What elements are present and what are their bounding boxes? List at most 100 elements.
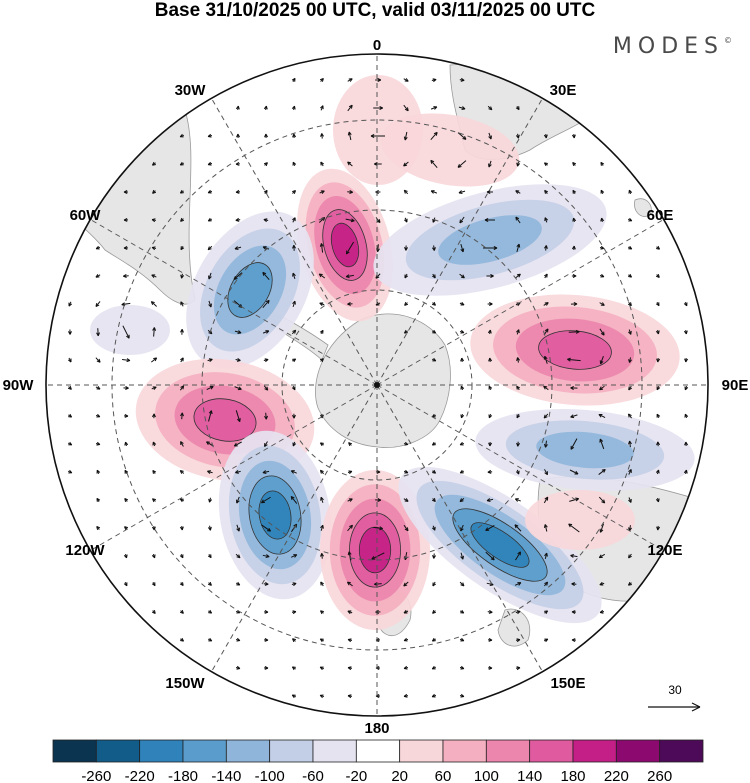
wind-vector [263, 162, 268, 167]
wind-vector [544, 469, 549, 476]
longitude-label: 90E [722, 377, 749, 394]
wind-vector [459, 441, 465, 446]
wind-vector [432, 581, 437, 587]
wind-vector [628, 273, 633, 278]
wind-vector [628, 553, 632, 559]
wind-vector [179, 553, 184, 559]
wind-vector [430, 159, 438, 168]
wind-vector [403, 665, 409, 670]
meridian-line [90, 219, 378, 386]
wind-vector [543, 440, 548, 448]
wind-vector [207, 525, 212, 531]
wind-vector [95, 385, 101, 390]
wind-vector [236, 133, 241, 139]
wind-vector [683, 469, 688, 475]
longitude-label: 180 [364, 720, 389, 737]
wind-vector [487, 609, 493, 614]
colorbar-swatch [615, 739, 661, 763]
wind-vector [207, 217, 212, 222]
wind-vector [483, 246, 498, 250]
wind-vector [263, 665, 269, 670]
negative-anomaly-contour [438, 215, 542, 265]
wind-vector [571, 610, 577, 615]
wind-vector [95, 441, 101, 446]
wind-vector [432, 609, 437, 614]
wind-vector [600, 161, 605, 166]
wind-vector [486, 190, 493, 194]
longitude-label: 60W [70, 207, 102, 224]
wind-vector [599, 609, 605, 614]
wind-vector [515, 329, 520, 335]
wind-vector [320, 610, 324, 615]
colorbar-swatch [52, 739, 97, 763]
wind-vector [571, 274, 577, 278]
wind-vector [347, 638, 353, 643]
colorbar-swatch [399, 739, 444, 763]
wind-vector [291, 385, 296, 391]
wind-vector [263, 609, 269, 614]
wind-vector [628, 357, 632, 363]
wind-vector [207, 161, 213, 166]
wind-vector [404, 245, 408, 251]
wind-vector [627, 217, 633, 222]
wind-vector [320, 496, 324, 503]
positive-anomaly-contour [525, 490, 635, 550]
meridian-line [211, 98, 378, 386]
wind-vector [122, 325, 130, 339]
wind-vector [236, 496, 240, 504]
wind-vector [96, 526, 101, 530]
wind-vector [347, 610, 353, 615]
wind-vector [179, 133, 185, 138]
wind-vector [516, 385, 521, 391]
wind-vector [95, 245, 101, 250]
wind-vector [515, 216, 521, 224]
wind-vector [567, 357, 581, 362]
colorbar-swatch [182, 739, 227, 763]
wind-vector [319, 302, 325, 307]
wind-vector [570, 302, 578, 306]
wind-vector [656, 441, 661, 447]
wind-vector [459, 329, 465, 334]
wind-vector [544, 273, 548, 279]
wind-vector [152, 469, 157, 474]
wind-vector [514, 582, 522, 586]
wind-vector [179, 609, 184, 614]
wind-vector [347, 78, 353, 82]
wind-vector [291, 582, 297, 587]
graticule [46, 54, 708, 716]
wind-vector [151, 386, 157, 391]
wind-vector [319, 442, 324, 447]
wind-vector [263, 637, 269, 642]
wind-vector [655, 329, 660, 335]
wind-vector [460, 243, 465, 253]
wind-vector [684, 413, 689, 419]
wind-vector [656, 245, 661, 250]
longitude-label: 120W [65, 542, 105, 559]
wind-vector [124, 497, 129, 502]
wind-vector [515, 273, 521, 279]
wind-vector [403, 161, 409, 167]
wind-vector [570, 386, 578, 390]
wind-vector [570, 414, 578, 419]
wind-vector [261, 524, 272, 532]
longitude-label: 150W [165, 675, 205, 692]
wind-vector [404, 273, 409, 279]
wind-vector [67, 357, 72, 363]
wind-vector [544, 245, 548, 251]
wind-vector [208, 410, 213, 422]
wind-vector [484, 218, 495, 222]
wind-vector [180, 328, 184, 335]
wind-vector [403, 131, 408, 141]
wind-vector [151, 357, 158, 363]
colorbar-ticks: -260 -220 -180 -140 -100 -60 -20 20 60 100 140 180 2… [81, 768, 672, 783]
wind-vector [95, 413, 101, 418]
colorbar-tick-label: 220 [604, 768, 629, 783]
wind-vector [347, 694, 353, 699]
wind-vector [543, 496, 549, 504]
colorbar-tick-label: -260 [81, 768, 111, 783]
wind-vector [180, 357, 184, 363]
wind-vector [485, 525, 495, 532]
wind-vector [179, 525, 184, 531]
wind-vector [459, 497, 465, 503]
